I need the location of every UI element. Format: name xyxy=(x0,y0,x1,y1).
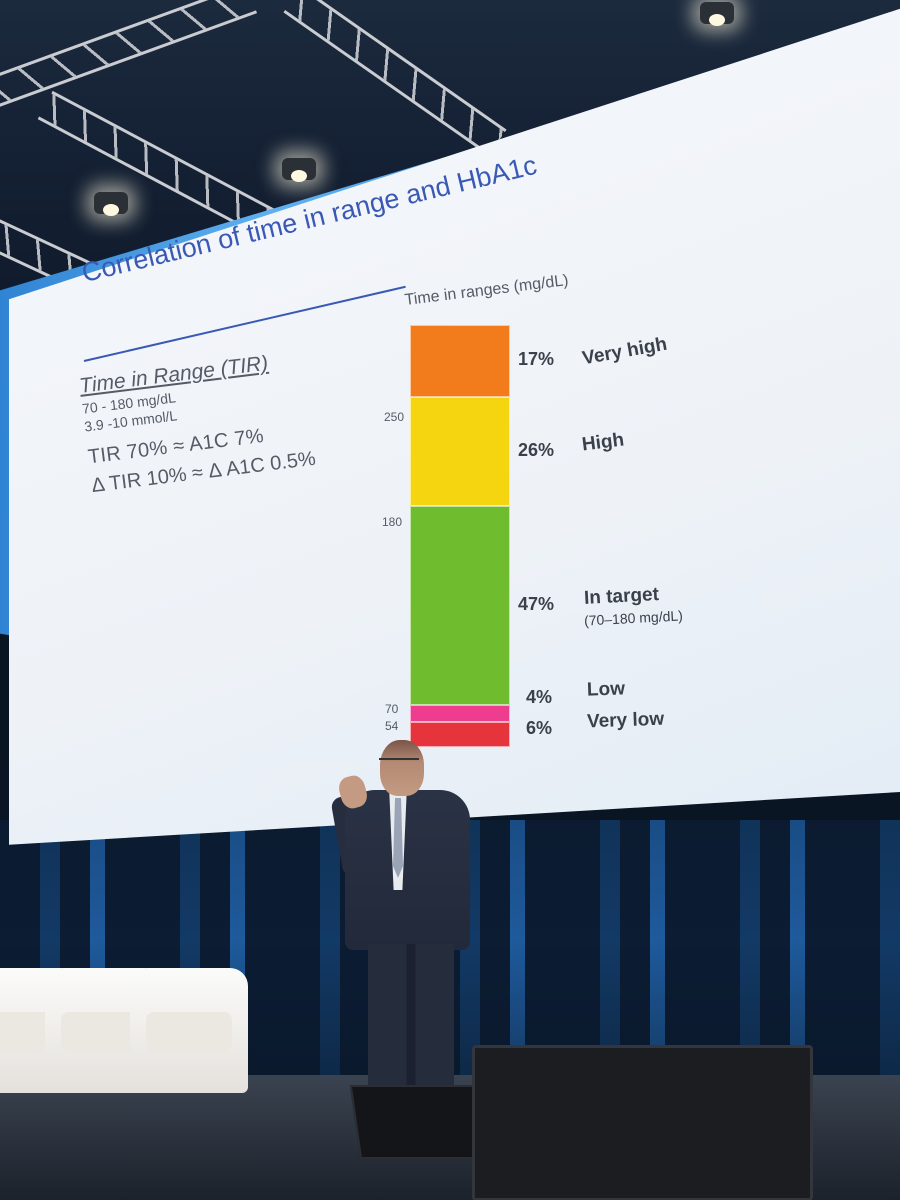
speaker-head xyxy=(380,740,424,796)
stage-spotlight xyxy=(700,2,734,26)
tick-label: 250 xyxy=(384,410,405,424)
stage-spotlight xyxy=(94,192,128,216)
segment-label: Very low xyxy=(586,708,665,733)
time-in-range-bar xyxy=(410,325,510,747)
tick-label: 70 xyxy=(385,702,399,716)
segment-sublabel: (70–180 mg/dL) xyxy=(583,607,684,629)
bar-segment xyxy=(410,721,510,747)
slide-title: Correlation of time in range and HbA1c xyxy=(78,149,540,289)
stage-spotlight xyxy=(282,158,316,182)
tick-label: 180 xyxy=(382,515,403,529)
segment-percent: 47% xyxy=(518,593,555,614)
title-underline xyxy=(83,285,406,362)
bar-segment xyxy=(410,704,510,722)
chart-title: Time in ranges (mg/dL) xyxy=(403,272,570,310)
segment-label: Low xyxy=(586,678,626,701)
segment-percent: 17% xyxy=(518,348,555,369)
speaker-suit xyxy=(345,790,470,950)
segment-label: In target xyxy=(583,583,660,609)
segment-percent: 6% xyxy=(526,718,553,739)
bar-segment xyxy=(410,396,510,507)
bar-segment xyxy=(410,506,510,705)
segment-label: High xyxy=(580,429,626,456)
armchair xyxy=(130,968,248,1093)
speaker xyxy=(330,738,485,1138)
speaker-glasses xyxy=(379,758,419,766)
speaker-tie xyxy=(393,798,403,878)
tick-label: 54 xyxy=(385,719,399,733)
speaker-legs xyxy=(368,944,454,1090)
tir-definition: Time in Range (TIR) 70 - 180 mg/dL 3.9 -… xyxy=(78,348,317,499)
segment-label: Very high xyxy=(580,333,669,370)
bar-segment xyxy=(410,325,510,397)
slide-content: Correlation of time in range and HbA1c T… xyxy=(78,149,684,747)
segment-percent: 4% xyxy=(526,687,553,708)
segment-percent: 26% xyxy=(518,439,555,460)
stage-monitor xyxy=(472,1045,813,1200)
